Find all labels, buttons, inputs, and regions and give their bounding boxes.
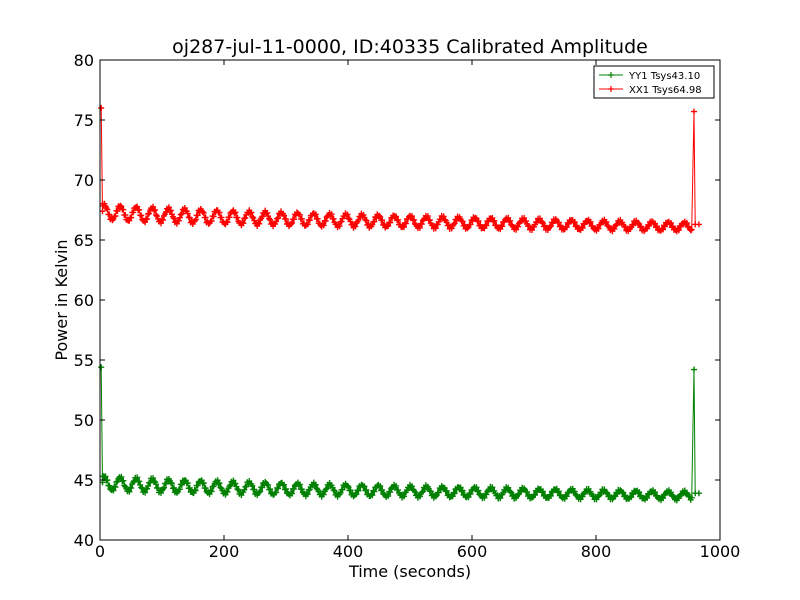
x-tick-label: 800 [581, 542, 612, 561]
y-tick-label: 65 [74, 231, 94, 250]
y-axis-label: Power in Kelvin [52, 239, 71, 360]
x-axis-label: Time (seconds) [348, 562, 471, 581]
x-tick-label: 0 [95, 542, 105, 561]
legend-label: YY1 Tsys43.10 [628, 71, 700, 82]
series-0 [98, 364, 702, 504]
legend: YY1 Tsys43.10 XX1 Tsys64.98 [593, 65, 715, 99]
x-tick-label: 400 [333, 542, 364, 561]
series-1 [98, 105, 702, 235]
x-tick-label: 1000 [700, 542, 741, 561]
x-tick-label: 600 [457, 542, 488, 561]
legend-box [593, 65, 715, 99]
y-tick-label: 45 [74, 471, 94, 490]
series-markers [98, 105, 702, 235]
y-tick-label: 55 [74, 351, 94, 370]
legend-marker [608, 86, 614, 92]
y-tick-label: 80 [74, 51, 94, 70]
chart-title: oj287-jul-11-0000, ID:40335 Calibrated A… [172, 36, 648, 58]
legend-label: XX1 Tsys64.98 [629, 85, 702, 96]
y-tick-label: 70 [74, 171, 94, 190]
y-tick-label: 75 [74, 111, 94, 130]
legend-marker [608, 72, 614, 78]
series-layer [98, 105, 702, 504]
x-tick-label: 200 [209, 542, 240, 561]
y-tick-label: 40 [74, 531, 94, 550]
y-tick-label: 60 [74, 291, 94, 310]
y-tick-label: 50 [74, 411, 94, 430]
series-markers [98, 364, 702, 504]
ticks-layer: 0 200 400 600 800 1000 40 45 50 55 60 65 70 75 80 [74, 51, 741, 561]
